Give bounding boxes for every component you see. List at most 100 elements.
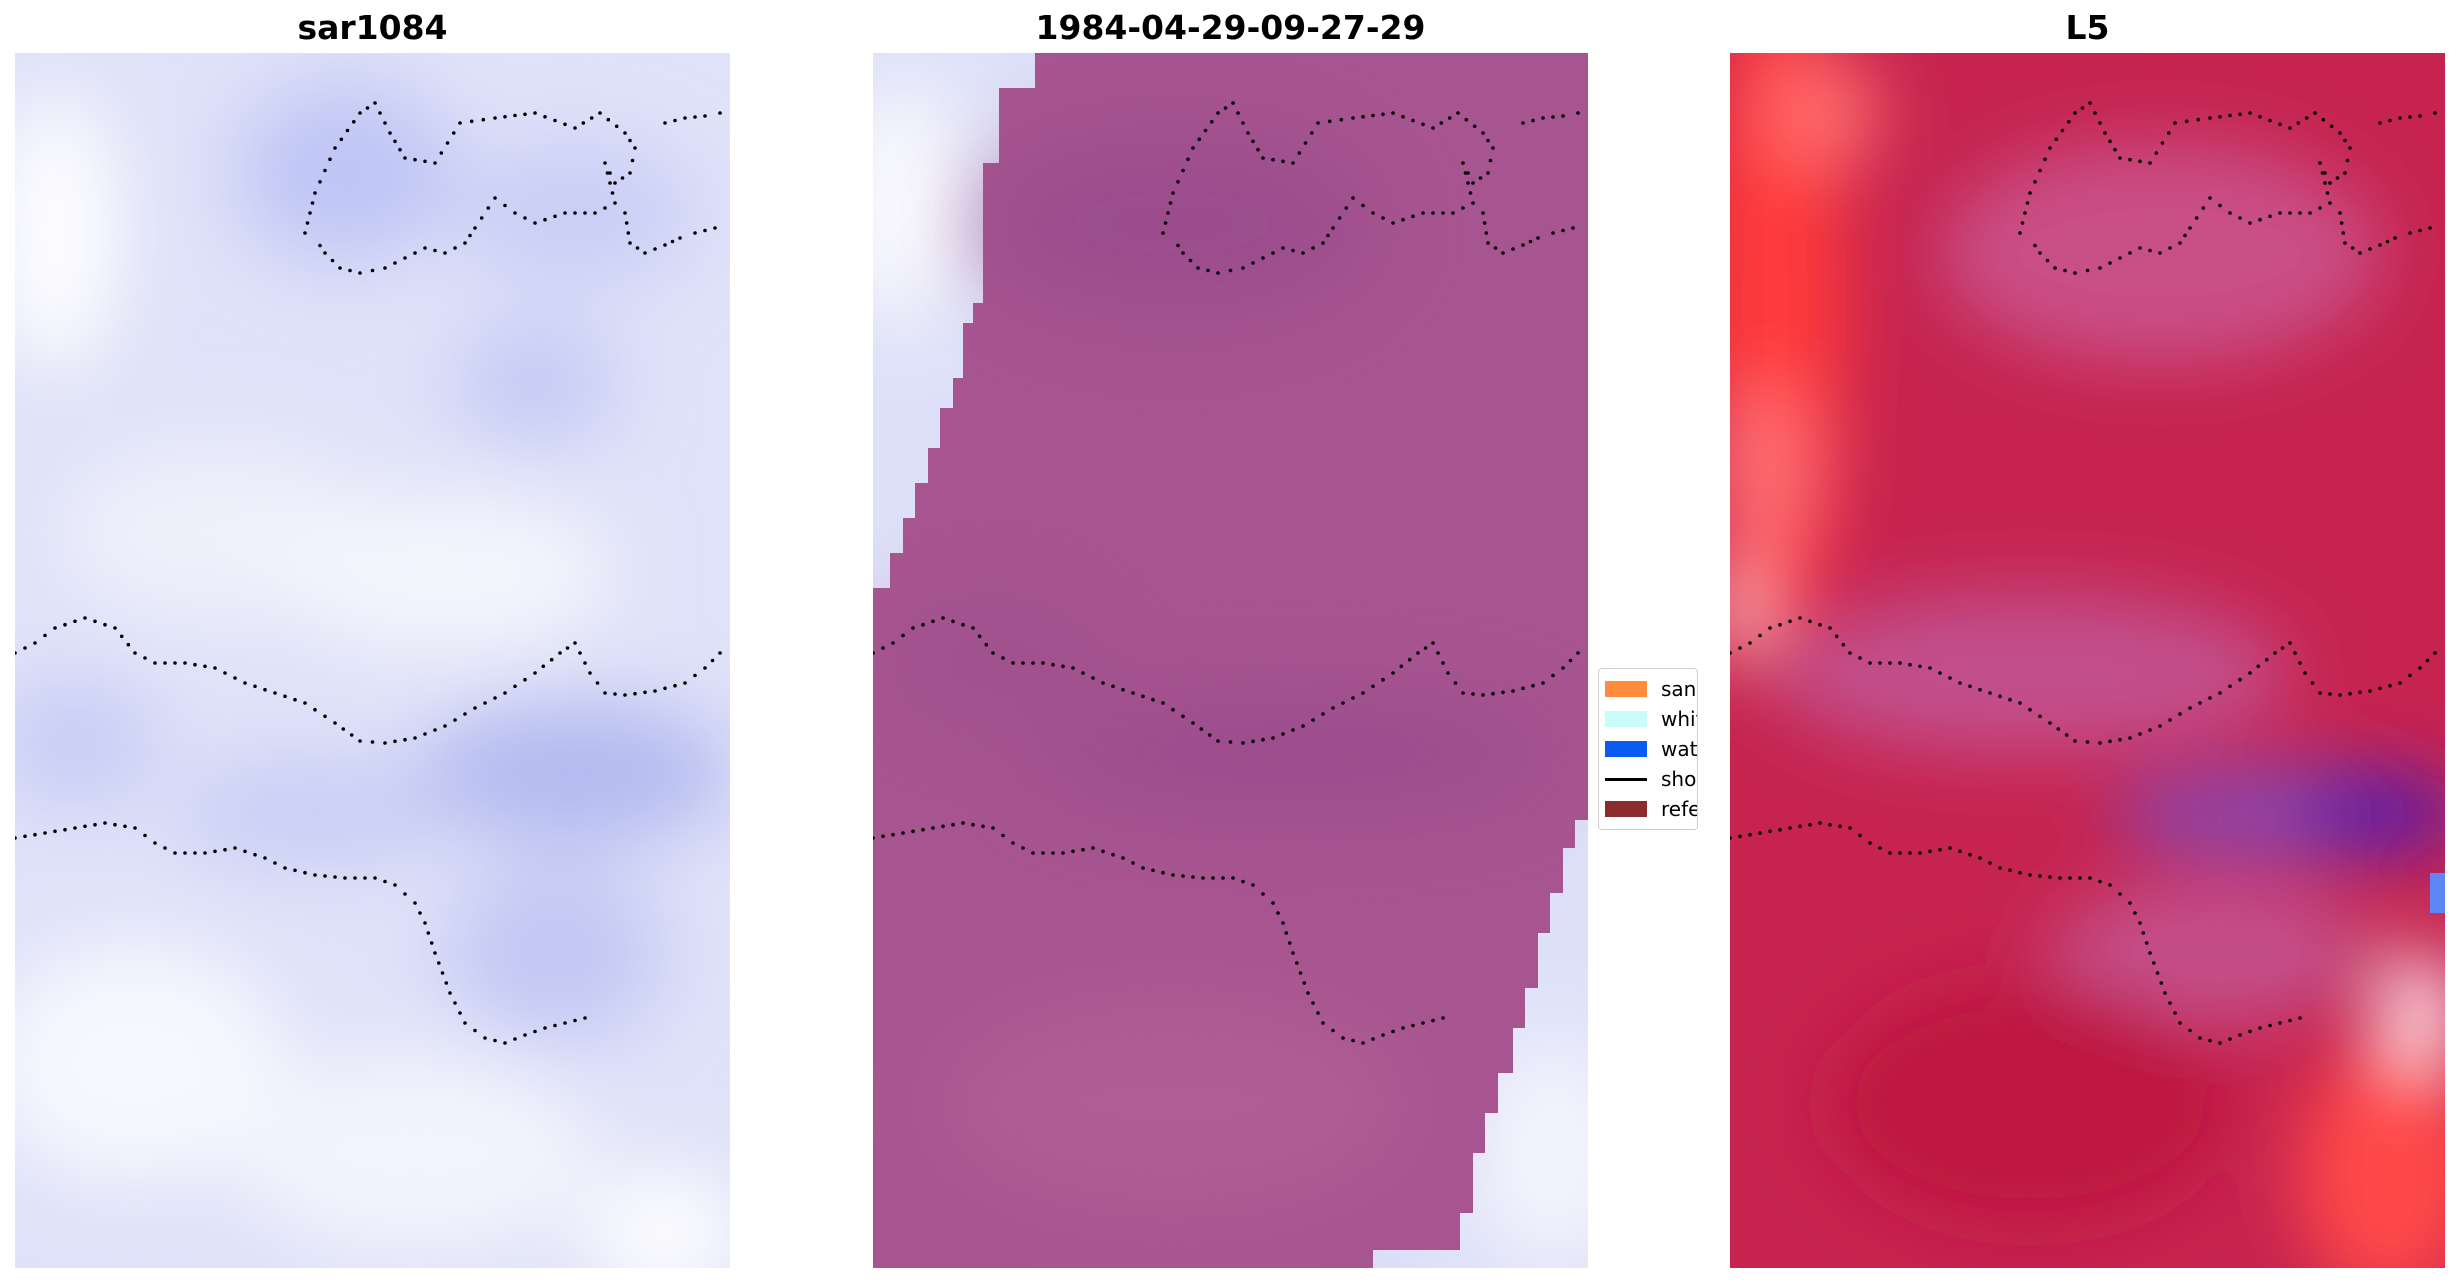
shoreline-dot <box>2338 693 2342 697</box>
shoreline-dot <box>463 241 467 245</box>
shoreline-dot <box>153 841 157 845</box>
shoreline-dot <box>533 221 537 225</box>
shoreline-dot <box>2108 139 2112 144</box>
shoreline-dot <box>1051 662 1055 667</box>
shoreline-dot <box>1241 741 1245 745</box>
shoreline-dot <box>1001 656 1005 660</box>
shoreline-dot <box>1918 851 1922 855</box>
shoreline-dot <box>931 826 935 830</box>
shoreline-dot <box>2248 671 2252 675</box>
shoreline-dot <box>213 849 217 854</box>
shoreline-dot <box>2160 141 2165 145</box>
shoreline-dot <box>613 181 617 185</box>
shoreline-dot <box>941 824 945 829</box>
shoreline-dot <box>173 851 177 855</box>
shoreline-dot <box>83 616 87 620</box>
shoreline-dot <box>113 626 117 630</box>
shoreline-dot <box>1131 691 1135 695</box>
shoreline-dot <box>2158 251 2162 255</box>
shoreline-dot <box>941 616 945 620</box>
shoreline-dot <box>328 157 332 162</box>
shoreline-dot <box>1466 171 1470 175</box>
shoreline-dot <box>911 829 915 834</box>
shoreline-dot <box>305 221 310 225</box>
shoreline-dot <box>103 821 107 825</box>
shoreline-dot <box>458 121 462 125</box>
shoreline-dot <box>1071 666 1075 670</box>
shoreline-dot <box>2350 246 2355 250</box>
shoreline-dot <box>628 171 632 175</box>
shoreline-dot <box>1210 120 1214 124</box>
shoreline-dot <box>2228 113 2232 118</box>
shoreline-dot <box>543 115 547 119</box>
shoreline-dot <box>598 111 602 115</box>
shoreline-dot <box>1948 676 1952 680</box>
shoreline-dot <box>1231 101 1235 105</box>
shoreline-dot <box>1978 856 1982 860</box>
shoreline-dot <box>1251 883 1255 887</box>
shoreline-dot <box>901 633 905 638</box>
shoreline-dot <box>2343 241 2347 245</box>
shoreline-dot <box>393 139 397 144</box>
shoreline-dot <box>2358 251 2362 255</box>
shoreline-dot <box>2108 883 2112 887</box>
shoreline-dot <box>1371 1037 1375 1041</box>
shoreline-dot <box>1051 851 1055 855</box>
shoreline-dot <box>2348 691 2352 696</box>
shoreline-dot <box>1351 116 1355 120</box>
shoreline-dot <box>1501 690 1505 695</box>
shoreline-dot <box>1461 206 1465 210</box>
shoreline-dot <box>1878 661 1882 665</box>
shoreline-dot <box>1181 168 1185 173</box>
shoreline-dot <box>1298 971 1303 975</box>
shoreline-dot <box>2398 116 2402 120</box>
shoreline-dot <box>2103 131 2107 135</box>
shoreline-dot <box>1041 661 1045 665</box>
shoreline-dot <box>313 873 317 877</box>
shoreline-dot <box>523 112 527 117</box>
shoreline-dot <box>610 191 615 195</box>
shoreline-dot <box>1928 849 1932 854</box>
shoreline-dot <box>563 211 567 215</box>
shoreline-dot <box>1031 851 1035 855</box>
shoreline-dot <box>2273 651 2277 655</box>
shoreline-dot <box>673 683 677 688</box>
shoreline-dot <box>1151 697 1155 702</box>
shoreline-dot <box>1447 116 1452 120</box>
shoreline-dot <box>2208 116 2212 120</box>
shoreline-dot <box>663 243 667 247</box>
shoreline-dot <box>2168 718 2172 722</box>
shoreline-dot <box>1216 111 1220 115</box>
shoreline-dot <box>543 217 547 222</box>
shoreline-dot <box>608 171 612 175</box>
shoreline-dot <box>1834 634 1839 639</box>
shoreline-dot <box>2228 1037 2232 1041</box>
shoreline-dot <box>2338 211 2342 215</box>
shoreline-dot <box>1401 115 1405 119</box>
shoreline-dot <box>1541 681 1545 685</box>
shoreline-dot <box>1988 861 1992 865</box>
shoreline-dot <box>2098 266 2102 270</box>
shoreline-dot <box>1491 146 1495 150</box>
shoreline-dot <box>1768 626 1772 630</box>
shoreline-dot <box>2264 657 2269 662</box>
shoreline-dot <box>606 117 611 122</box>
shoreline-dot <box>1021 661 1025 665</box>
shoreline-dot <box>1421 211 1425 215</box>
shoreline-dot <box>1281 732 1285 736</box>
shoreline-dot <box>1161 870 1165 875</box>
shoreline-dot <box>1256 147 1260 152</box>
shoreline-dot <box>1316 121 1320 125</box>
shoreline-dot <box>2108 739 2112 744</box>
shoreline-dot <box>608 181 612 185</box>
shoreline-dot <box>1461 161 1465 165</box>
shoreline-dot <box>1207 733 1212 737</box>
shoreline-dot <box>1938 847 1942 852</box>
shoreline-dot <box>323 874 327 878</box>
shoreline-dot <box>73 826 77 830</box>
sand-swatch <box>1605 681 1647 697</box>
shoreline-dot <box>439 151 444 155</box>
shoreline-dot <box>2268 118 2272 123</box>
shoreline-dot <box>2248 1029 2252 1034</box>
shoreline-dot <box>2144 941 2149 945</box>
